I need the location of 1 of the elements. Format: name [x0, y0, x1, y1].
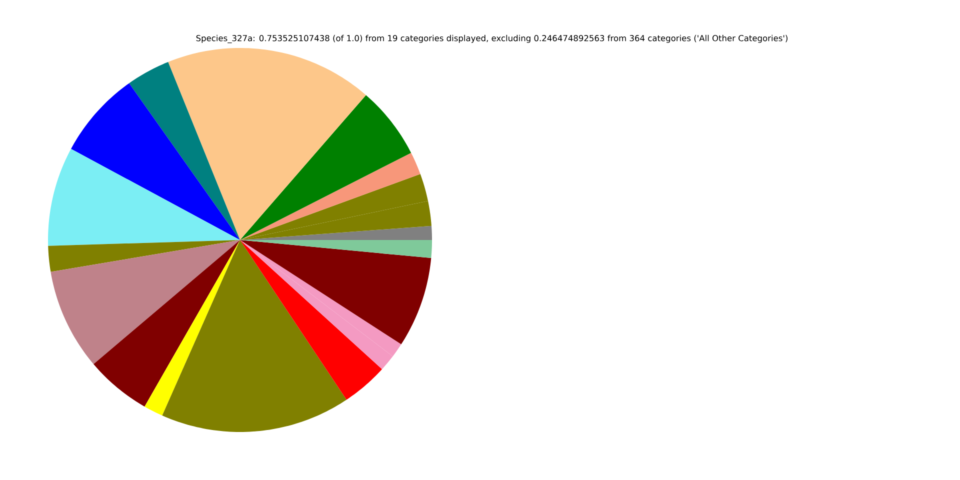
text: Species_327a: 0.753525107438 (of 1.0) from 19 categories displayed, excluding 0.246474892563 from 364 categories ('All Other Categories') [196, 34, 788, 44]
